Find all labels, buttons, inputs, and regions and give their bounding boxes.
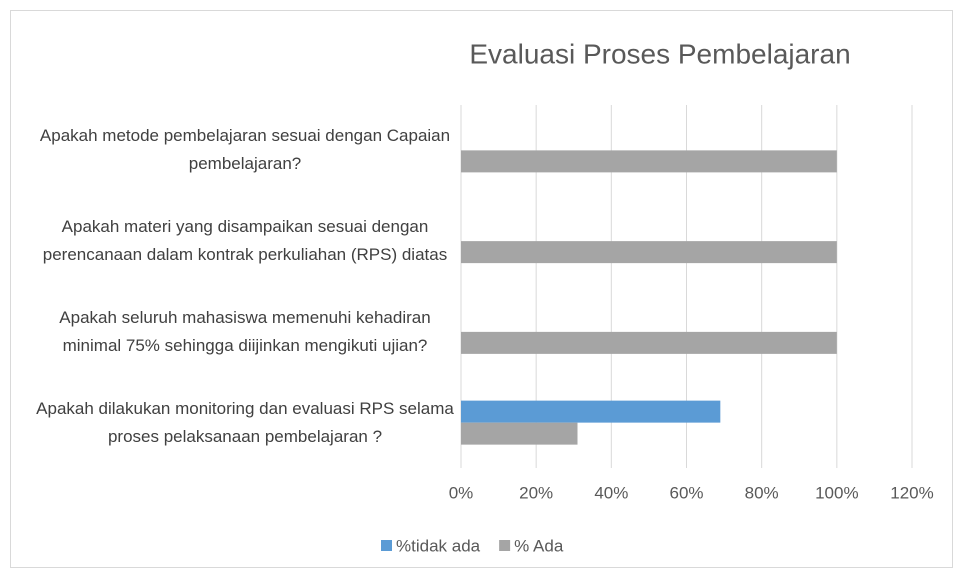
legend-swatch (499, 540, 511, 551)
bar (461, 422, 578, 445)
category-label: Apakah dilakukan monitoring dan evaluasi… (36, 398, 454, 446)
x-tick-label: 0% (449, 483, 474, 502)
bar (461, 241, 837, 264)
bar (461, 331, 837, 354)
legend-swatch (381, 540, 392, 551)
legend-label: % Ada (514, 536, 564, 555)
chart-frame (10, 10, 953, 568)
bar (461, 400, 721, 423)
x-tick-label: 120% (890, 483, 933, 502)
x-tick-label: 60% (669, 483, 703, 502)
x-tick-label: 20% (519, 483, 553, 502)
category-label: Apakah seluruh mahasiswa memenuhi kehadi… (59, 307, 431, 355)
x-tick-label: 80% (745, 483, 779, 502)
bar (461, 150, 837, 173)
chart-title: Evaluasi Proses Pembelajaran (469, 38, 850, 69)
legend-label: %tidak ada (396, 536, 481, 555)
x-tick-label: 40% (594, 483, 628, 502)
x-tick-label: 100% (815, 483, 858, 502)
category-label: Apakah materi yang disampaikan sesuai de… (42, 217, 448, 265)
category-label: Apakah metode pembelajaran sesuai dengan… (39, 126, 451, 174)
